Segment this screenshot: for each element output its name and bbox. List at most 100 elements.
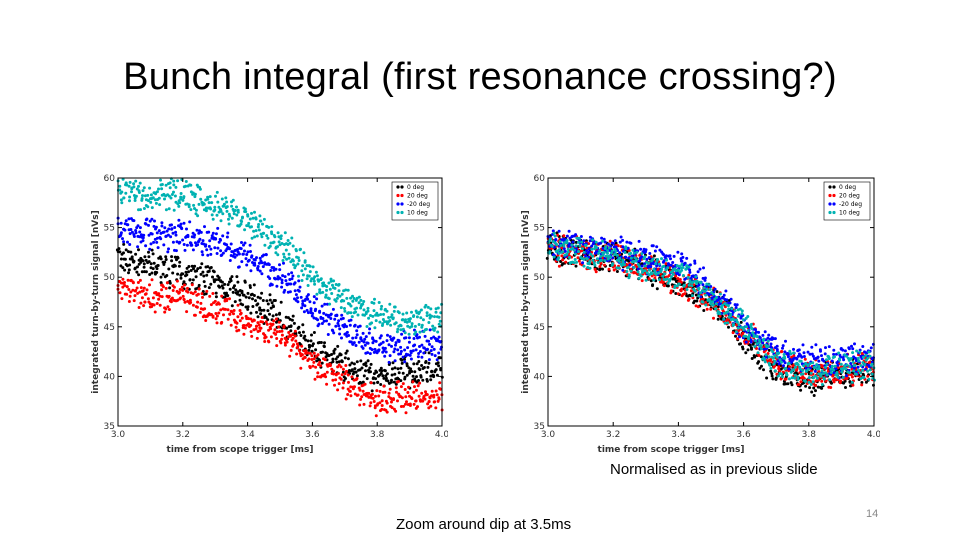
data-point [184,184,188,188]
data-point [657,271,661,275]
data-point [674,292,678,295]
data-point [836,375,840,379]
data-point [235,213,239,217]
data-point [238,298,242,302]
data-point [647,268,651,272]
data-point [182,196,186,200]
data-point [329,277,333,281]
data-point [736,326,740,330]
data-point [141,189,145,193]
data-point [429,349,433,353]
data-point [352,341,356,345]
data-point [383,354,387,358]
data-point [769,358,773,361]
data-point [606,251,609,255]
data-point [215,314,219,318]
data-point [637,239,641,243]
data-point [242,324,246,327]
data-point [132,219,136,223]
data-point [676,268,680,272]
data-point [329,279,333,283]
data-point [677,282,681,286]
data-point [705,307,709,311]
data-point [230,216,234,220]
data-point [582,239,586,243]
data-point [221,286,225,290]
data-point [631,248,635,252]
data-point [598,241,602,245]
data-point [346,288,350,292]
data-point [236,248,240,251]
data-point [156,264,160,267]
data-point [268,293,272,297]
data-point [289,329,293,333]
data-point [281,259,285,262]
data-point [430,389,434,393]
data-point [296,296,299,300]
data-point [242,332,246,336]
data-point [218,285,222,289]
data-point [825,363,829,366]
data-point [399,328,403,332]
data-point [340,292,344,296]
x-tick-label: 3.8 [370,430,385,440]
data-point [142,265,146,269]
data-point [705,287,709,291]
data-point [848,365,852,368]
data-point [626,265,630,269]
data-point [278,311,282,315]
data-point [274,332,278,336]
data-point [566,250,570,254]
data-point [143,194,147,198]
data-point [781,346,784,350]
data-point [669,275,673,279]
data-point [296,300,300,304]
data-point [820,379,824,383]
data-point [249,269,253,273]
data-point [128,263,132,267]
data-point [640,264,644,268]
data-point [389,323,393,327]
data-point [283,288,287,292]
data-point [336,371,340,375]
data-point [318,309,322,313]
data-point [803,357,807,361]
data-point [401,312,405,316]
data-point [760,364,763,368]
data-point [220,294,224,298]
data-point [558,240,562,244]
data-point [335,313,339,317]
data-point [551,229,555,233]
data-point [217,302,221,306]
data-point [617,266,621,270]
x-tick-label: 4.0 [435,430,448,440]
data-point [174,249,178,253]
data-point [308,344,312,348]
data-point [258,269,262,273]
data-point [266,236,270,240]
y-axis-label: integrated turn-by-turn signal [nVs] [91,210,101,393]
data-point [274,317,278,321]
data-point [181,198,185,202]
data-point [259,326,263,330]
data-point [226,231,230,235]
data-point [403,360,407,364]
data-point [715,290,719,294]
data-point [167,227,171,231]
data-point [701,297,705,301]
data-point [249,250,252,253]
data-point [277,320,281,324]
data-point [796,363,800,367]
data-point [721,303,724,307]
data-point [811,380,815,384]
data-point [608,239,612,243]
data-point [582,264,586,268]
data-point [382,312,385,316]
data-point [136,281,140,284]
data-point [246,305,250,309]
data-point [405,400,408,404]
data-point [313,377,317,381]
data-point [724,289,728,293]
data-point [391,316,395,320]
data-point [792,347,795,351]
